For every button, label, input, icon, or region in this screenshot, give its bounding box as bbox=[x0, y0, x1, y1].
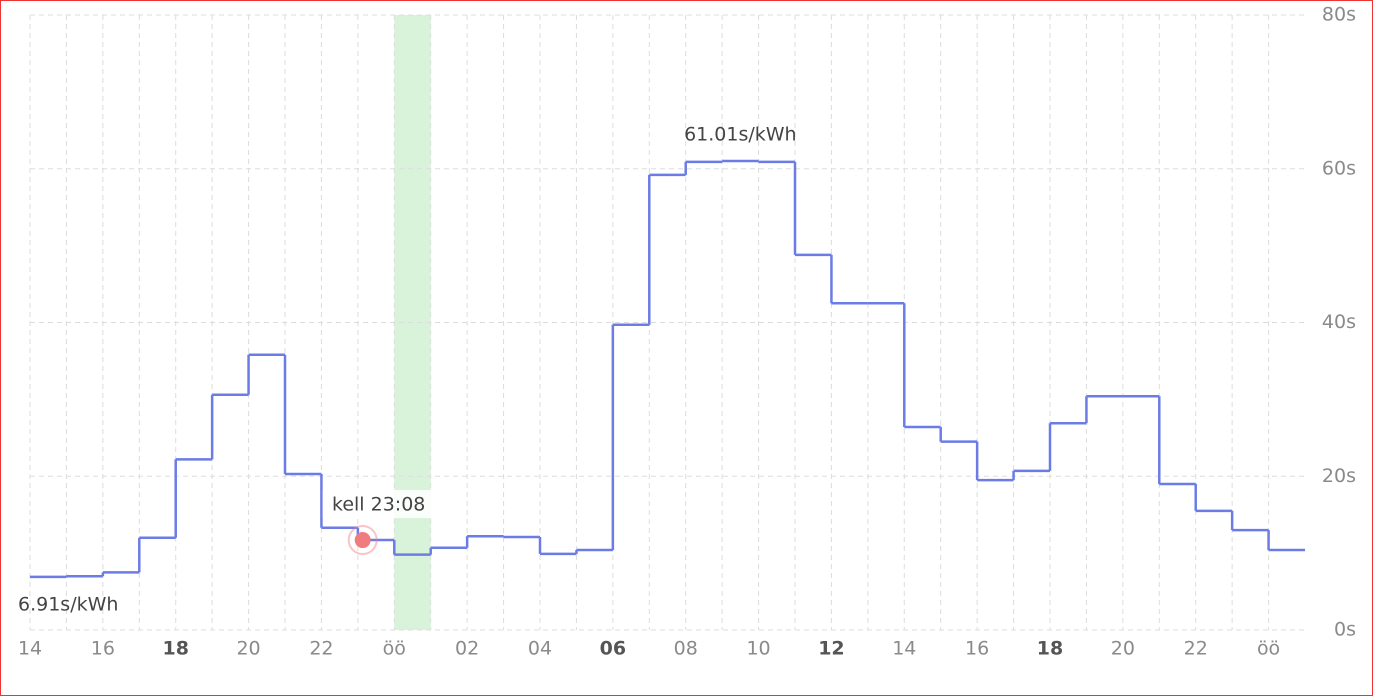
x-tick-label: 18 bbox=[1037, 638, 1063, 660]
x-tick-label: 06 bbox=[600, 638, 626, 660]
value-label: 6.91s/kWh bbox=[18, 593, 118, 615]
x-tick-label: öö bbox=[383, 638, 406, 660]
y-tick-label: 80s bbox=[1322, 4, 1356, 26]
x-tick-label: 02 bbox=[455, 638, 479, 660]
x-tick-label: 08 bbox=[674, 638, 698, 660]
x-tick-label: 20 bbox=[236, 638, 260, 660]
x-tick-label: 12 bbox=[818, 638, 844, 660]
current-marker bbox=[354, 532, 371, 549]
current-marker-ring bbox=[347, 525, 378, 556]
x-tick-label: 14 bbox=[892, 638, 916, 660]
x-tick-label: 04 bbox=[528, 638, 552, 660]
x-tick-label: öö bbox=[1257, 638, 1280, 660]
x-tick-label: 16 bbox=[965, 638, 989, 660]
x-tick-label: 18 bbox=[162, 638, 188, 660]
current-label-bg bbox=[322, 490, 435, 519]
x-tick-label: 10 bbox=[746, 638, 770, 660]
x-tick-label: 14 bbox=[18, 638, 42, 660]
y-tick-label: 0s bbox=[1334, 619, 1356, 641]
x-tick-label: 22 bbox=[1184, 638, 1208, 660]
y-tick-label: 20s bbox=[1322, 465, 1356, 487]
current-label: kell 23:08 bbox=[332, 494, 425, 516]
y-tick-label: 60s bbox=[1322, 157, 1356, 179]
x-tick-label: 16 bbox=[91, 638, 115, 660]
x-tick-label: 20 bbox=[1111, 638, 1135, 660]
x-tick-label: 22 bbox=[309, 638, 333, 660]
y-tick-label: 40s bbox=[1322, 311, 1356, 333]
value-label: 61.01s/kWh bbox=[684, 123, 797, 145]
